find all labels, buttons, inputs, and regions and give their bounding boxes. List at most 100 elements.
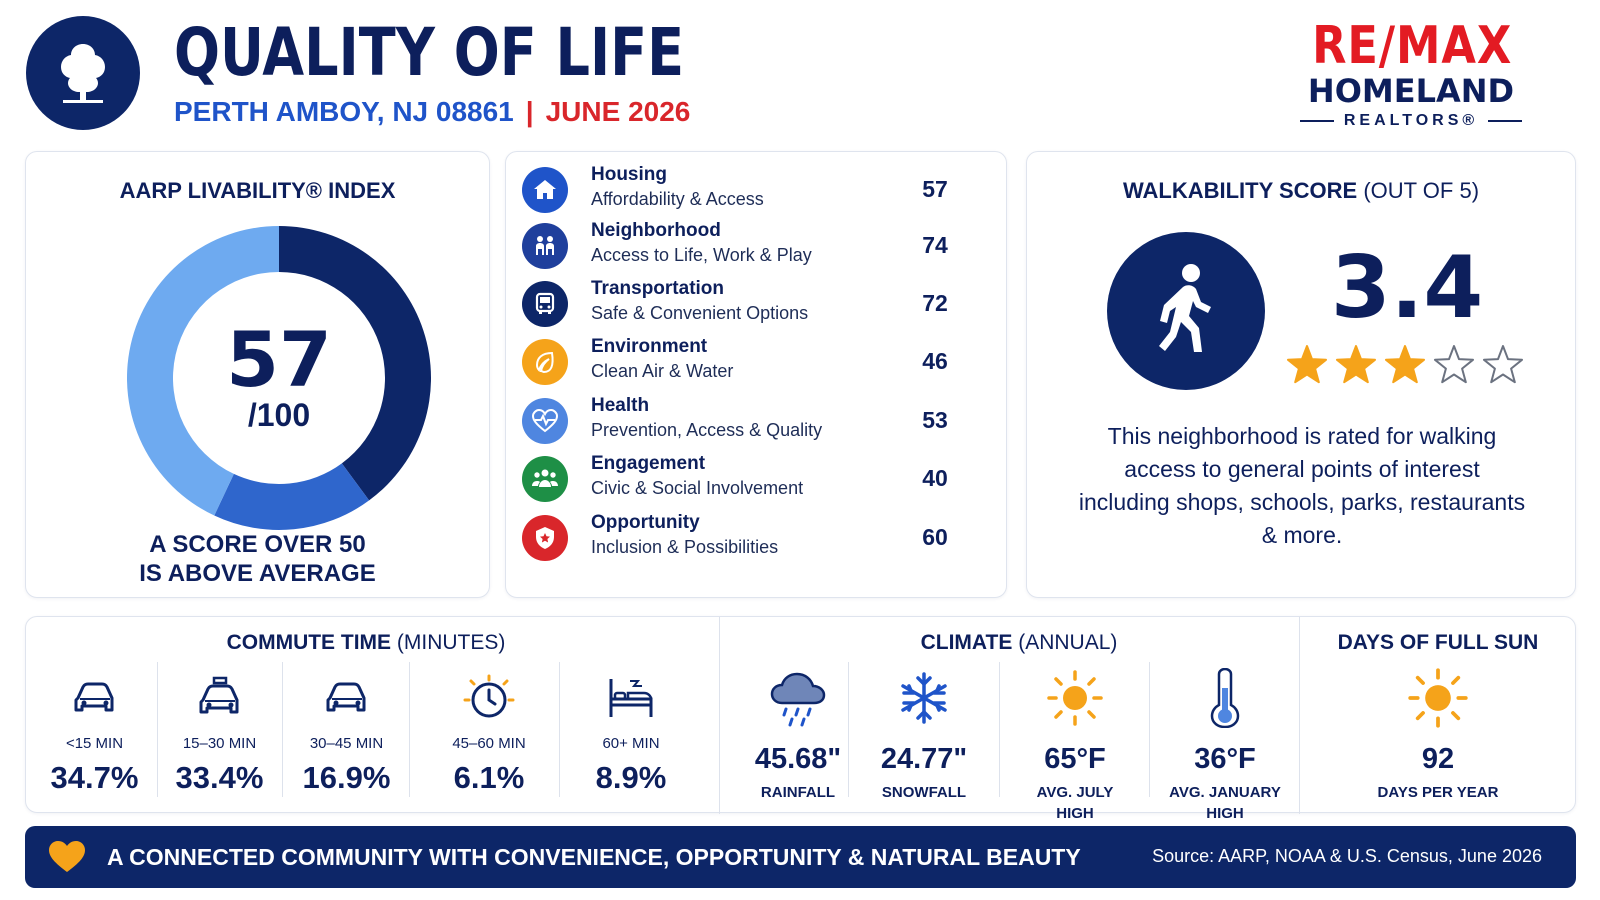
category-row-engagement: Engagement Civic & Social Involvement 40: [520, 453, 960, 505]
star-filled-icon: [1287, 345, 1327, 384]
star-filled-icon: [1385, 345, 1425, 384]
rain-cloud-icon: [723, 667, 873, 729]
category-desc: Affordability & Access: [591, 189, 764, 209]
commute-item: <15 MIN 34.7%: [32, 673, 157, 796]
divider: [409, 662, 410, 797]
climate-label: SNOWFALL: [881, 784, 967, 801]
livability-donut: 57 /100: [123, 222, 435, 534]
category-row-transportation: Transportation Safe & Convenient Options…: [520, 278, 960, 330]
donut-segment-remaining: [127, 226, 279, 516]
divider: [559, 662, 560, 797]
commute-item: 15–30 MIN 33.4%: [157, 673, 282, 796]
snowflake-icon: [849, 667, 999, 729]
walkability-title: WALKABILITY SCORE (OUT OF 5): [1027, 178, 1575, 204]
tree-logo: [26, 16, 140, 130]
climate-title-main: CLIMATE: [920, 631, 1013, 654]
climate-label: RAINFALL: [760, 784, 836, 801]
leaf-icon: [522, 339, 568, 385]
divider: [999, 662, 1000, 797]
footer-banner: A CONNECTED COMMUNITY WITH CONVENIENCE, …: [25, 826, 1576, 888]
aarp-note-line1: A SCORE OVER 50: [149, 531, 366, 558]
commute-label: 45–60 MIN: [452, 735, 526, 752]
brand-logo: RE/MAX HOMELAND REALTORS®: [1296, 18, 1526, 130]
climate-value: 36°F: [1194, 743, 1256, 775]
commute-item: 30–45 MIN 16.9%: [284, 673, 409, 796]
sun-title: DAYS OF FULL SUN: [1337, 631, 1539, 654]
climate-item: 24.77" SNOWFALL: [849, 667, 999, 803]
car-icon: [32, 673, 157, 723]
commute-value: 34.7%: [50, 760, 139, 795]
donut-segment-score: [279, 226, 432, 501]
star-filled-icon: [1336, 345, 1376, 384]
sun-icon: [1363, 667, 1513, 729]
star-empty-icon: [1483, 345, 1523, 384]
brand-remax: RE/MAX: [1312, 16, 1513, 76]
category-score: 40: [922, 465, 948, 491]
shield-star-icon: [522, 515, 568, 561]
category-row-opportunity: Opportunity Inclusion & Possibilities 60: [520, 512, 960, 564]
commute-item: 60+ MIN 8.9%: [566, 673, 696, 796]
category-name: Health: [591, 395, 650, 416]
climate-item: 45.68" RAINFALL: [723, 667, 873, 803]
tree-icon: [61, 44, 105, 103]
footer-tagline: A CONNECTED COMMUNITY WITH CONVENIENCE, …: [107, 844, 1081, 870]
climate-value: 45.68": [754, 743, 842, 775]
commute-value: 16.9%: [302, 760, 391, 795]
climate-label-line1: AVG. JULY: [1036, 784, 1114, 801]
walkability-title-main: WALKABILITY SCORE: [1122, 178, 1358, 203]
climate-label-line1: AVG. JANUARY: [1169, 784, 1281, 801]
commute-value: 8.9%: [595, 760, 667, 795]
category-score: 72: [922, 290, 948, 316]
commute-title: COMMUTE TIME (MINUTES): [26, 631, 706, 655]
divider: [848, 662, 849, 797]
bus-icon: [522, 281, 568, 327]
sun-label: DAYS PER YEAR: [1377, 784, 1499, 801]
category-score: 53: [922, 407, 948, 433]
walkability-score: 3.4: [1330, 238, 1484, 338]
page-title: QUALITY OF LIFE: [174, 14, 685, 91]
sun-icon: [1000, 667, 1150, 729]
page-subtitle: PERTH AMBOY, NJ 08861 | JUNE 2026: [174, 96, 690, 128]
car-icon: [157, 673, 282, 723]
category-desc: Inclusion & Possibilities: [591, 537, 779, 557]
donut-segment-score-tail: [214, 463, 370, 530]
footer-source: Source: AARP, NOAA & U.S. Census, June 2…: [1152, 846, 1542, 866]
bed-icon: [566, 673, 696, 723]
divider: [1149, 662, 1150, 797]
walkability-description: This neighborhood is rated for walking a…: [1078, 423, 1526, 548]
brand-realtors-text: REALTORS®: [1343, 112, 1479, 129]
commute-item: 45–60 MIN 6.1%: [424, 673, 554, 796]
climate-label: AVG. JULY HIGH: [1000, 782, 1150, 824]
category-name: Transportation: [591, 278, 725, 299]
stats-strip: COMMUTE TIME (MINUTES) <15 MIN 34.7% 15–…: [25, 616, 1576, 822]
category-score: 46: [922, 348, 948, 374]
category-name: Neighborhood: [591, 220, 721, 241]
thermometer-icon: [1150, 667, 1300, 729]
climate-title: CLIMATE (ANNUAL): [719, 631, 1319, 655]
climate-item: 36°F AVG. JANUARY HIGH: [1150, 667, 1300, 824]
category-score: 74: [922, 232, 948, 258]
livability-score: 57: [226, 314, 332, 404]
star-empty-icon: [1434, 345, 1474, 384]
subtitle-separator: |: [525, 96, 534, 127]
people-icon: [522, 223, 568, 269]
category-row-neighborhood: Neighborhood Access to Life, Work & Play…: [520, 220, 960, 272]
category-score: 57: [922, 176, 948, 202]
commute-title-suffix: (MINUTES): [396, 631, 506, 654]
category-name: Housing: [591, 164, 667, 185]
category-desc: Access to Life, Work & Play: [591, 245, 812, 265]
commute-title-main: COMMUTE TIME: [226, 631, 392, 654]
house-icon: [522, 167, 568, 213]
aarp-note-line2: IS ABOVE AVERAGE: [139, 560, 376, 587]
pedestrian-icon: [1107, 232, 1265, 390]
category-desc: Prevention, Access & Quality: [591, 420, 823, 440]
divider: [282, 662, 283, 797]
walkability-title-suffix: (OUT OF 5): [1363, 178, 1480, 203]
climate-title-suffix: (ANNUAL): [1018, 631, 1118, 654]
category-name: Engagement: [591, 453, 706, 474]
section-divider: [719, 617, 720, 814]
brand-realtors: REALTORS®: [1296, 112, 1526, 130]
walkability-stars: [1285, 344, 1525, 388]
group-icon: [522, 456, 568, 502]
donut-center: 57 /100: [123, 222, 435, 534]
